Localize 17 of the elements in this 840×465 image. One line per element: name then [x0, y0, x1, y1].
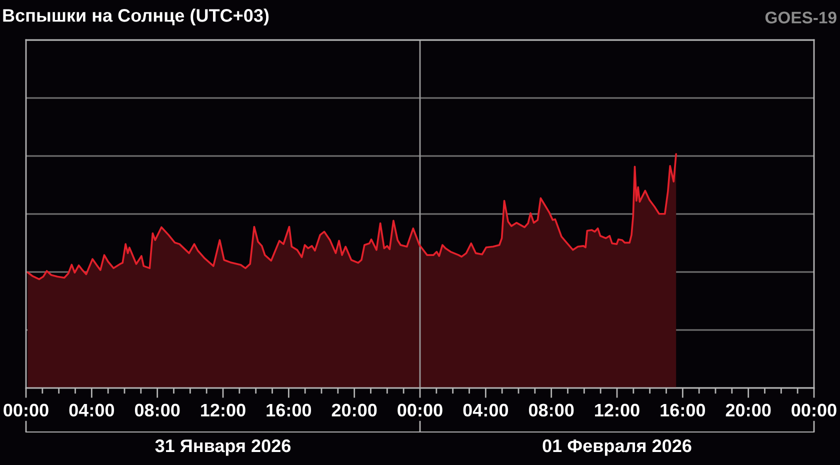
x-tick-label: 12:00 [595, 404, 640, 417]
x2-tick-label: 01 Февраля 2026 [542, 439, 692, 456]
x-tick-label: 20:00 [726, 404, 771, 417]
text: GOES-19 [765, 12, 836, 24]
x-tick-label: 00:00 [4, 404, 48, 417]
chart-title: Вспышки на Солнце (UTC+03) [3, 8, 269, 26]
x-tick-label: 20:00 [332, 404, 377, 417]
x-tick-label: 12:00 [201, 404, 246, 417]
x-tick-label: 16:00 [266, 404, 312, 417]
x-tick-label: 08:00 [134, 404, 180, 417]
x-tick-label: 00:00 [398, 404, 442, 417]
x-tick-label: 04:00 [463, 404, 508, 417]
x-tick-label: 16:00 [660, 404, 706, 417]
x-tick-label: 04:00 [69, 404, 114, 417]
x2-tick-label: 31 Января 2026 [155, 439, 291, 456]
x-tick-label: 08:00 [528, 404, 574, 417]
x-tick-label: 00:00 [792, 404, 836, 417]
